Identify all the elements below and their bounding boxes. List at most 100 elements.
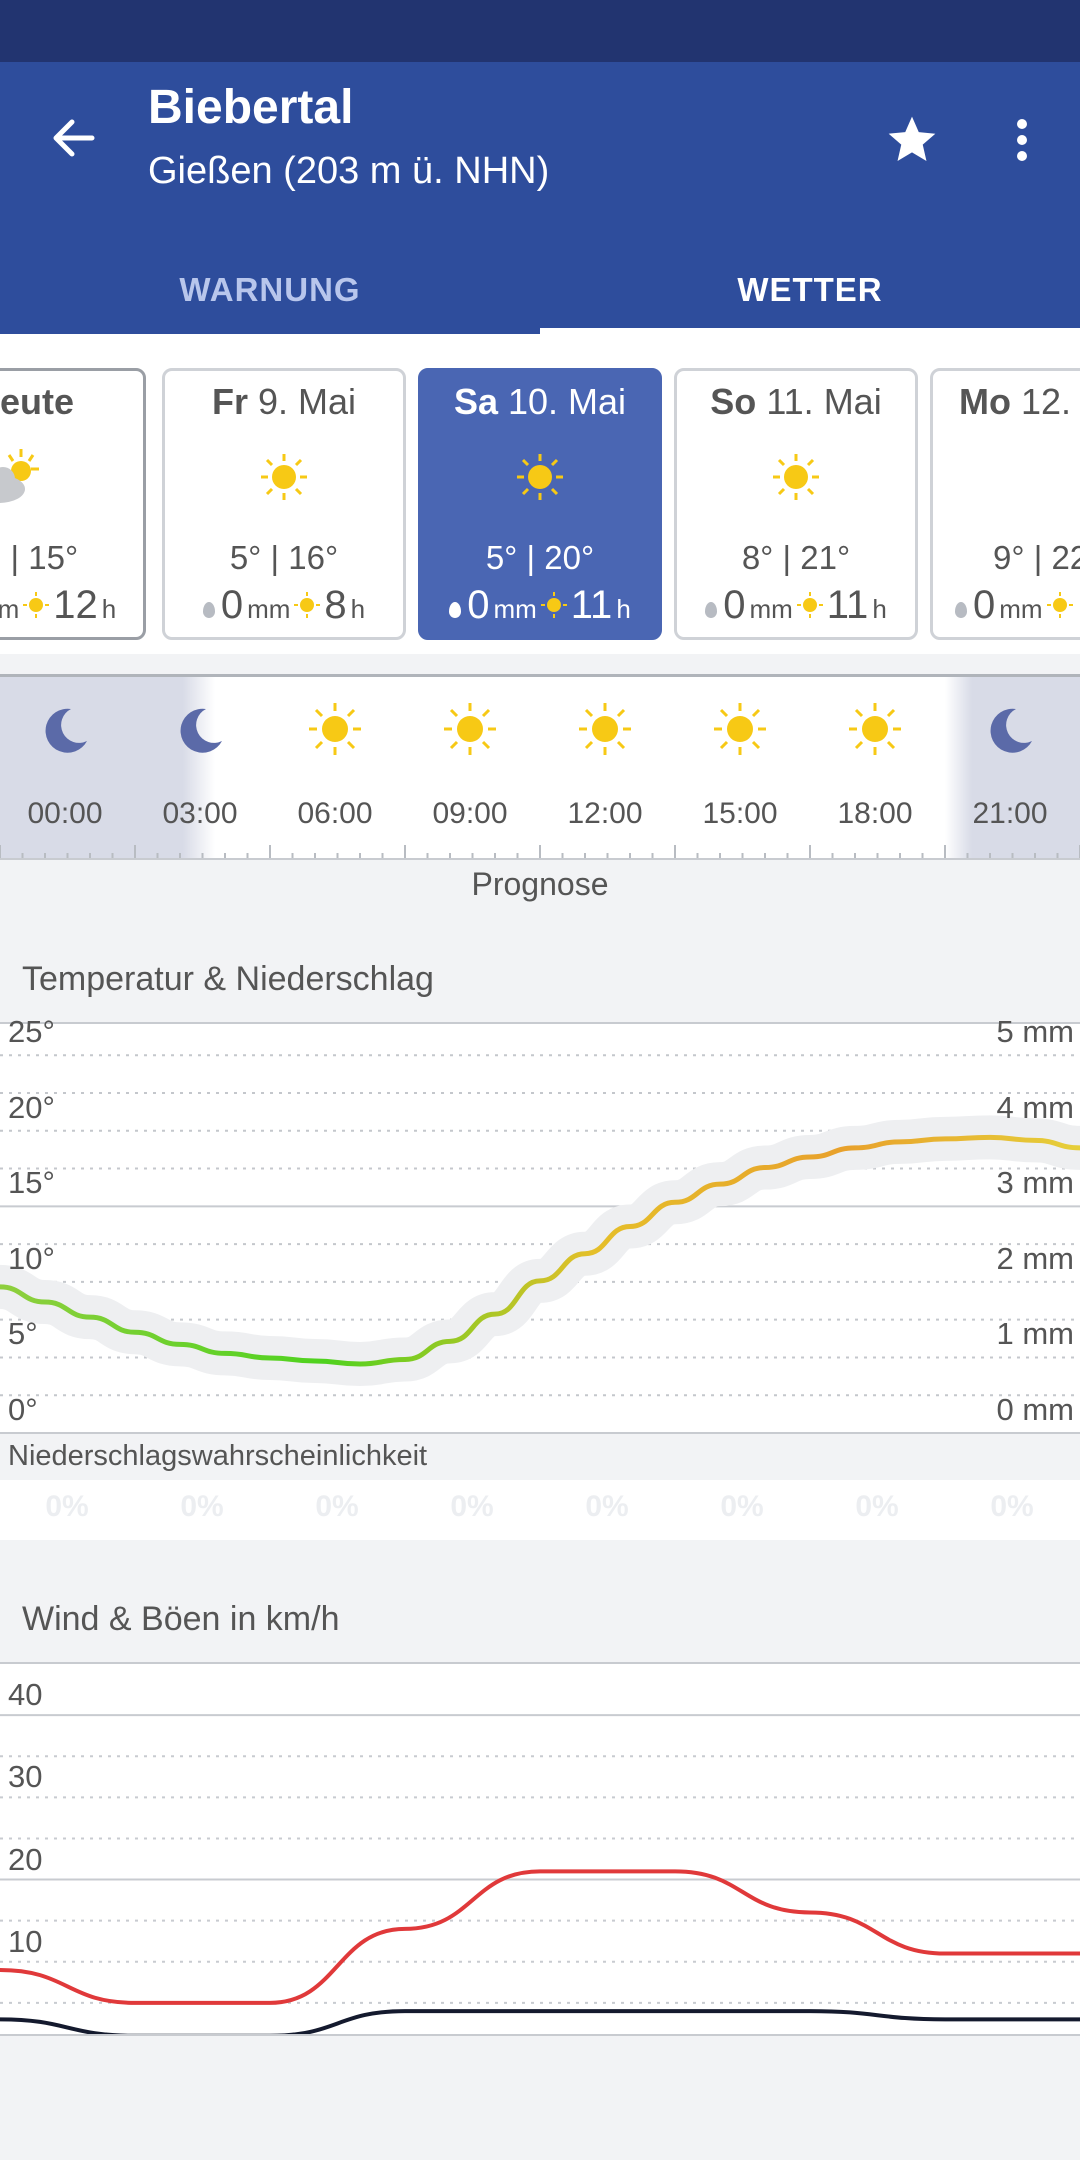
time-axis-ticks	[0, 845, 1080, 858]
drop-icon	[705, 602, 718, 618]
day-temperatures: 8° | 21°	[741, 539, 851, 576]
wind-y-axis-label: 20	[8, 1841, 43, 1877]
back-button[interactable]	[36, 100, 112, 176]
day-card-sa[interactable]: Sa 10. Mai 5° | 20° 0 mm 11 h	[418, 368, 662, 640]
hour-label: 21:00	[972, 797, 1048, 830]
moon-icon	[980, 699, 1040, 759]
y-axis-label: 15°	[8, 1165, 55, 1201]
tab-wetter[interactable]: WETTER	[737, 271, 883, 308]
tab-indicator	[540, 328, 1080, 334]
sun-icon	[710, 699, 770, 759]
sun-icon	[575, 699, 635, 759]
moon-icon	[170, 699, 230, 759]
day-name: Sa	[453, 381, 498, 422]
hour-label: 03:00	[162, 797, 238, 830]
temperature-chart: 25° 20° 15° 10° 5° 0° 5 mm 4 mm 3 mm 2 mm 1 mm 0 mm	[0, 1014, 1080, 1434]
day-sun-hours: 8	[324, 583, 347, 627]
tab-warnung[interactable]: WARNUNG	[179, 271, 361, 308]
star-icon	[888, 116, 936, 161]
y2-axis-label: 1 mm	[996, 1316, 1075, 1352]
arrow-left-icon	[53, 119, 95, 157]
day-sun-hours: 11	[570, 583, 613, 627]
drop-icon	[449, 602, 462, 618]
y2-axis-label: 0 mm	[996, 1392, 1075, 1427]
probability-value: 0%	[45, 1490, 89, 1523]
y-axis-label: 20°	[8, 1089, 55, 1125]
gusts-line	[0, 1869, 1080, 2005]
app-bar: Biebertal Gießen (203 m ü. NHN) WARNUNG …	[0, 62, 1080, 334]
y2-axis-label: 3 mm	[996, 1165, 1075, 1201]
y2-axis-label: 2 mm	[996, 1240, 1075, 1276]
wind-y-axis-label: 10	[8, 1923, 43, 1959]
day-precip: 0	[973, 583, 996, 627]
probability-row: 0% 0% 0% 0% 0% 0% 0% 0%	[0, 1480, 1080, 1540]
probability-value: 0%	[990, 1490, 1034, 1523]
y-axis-label: 5°	[8, 1316, 38, 1352]
hour-label: 09:00	[432, 797, 508, 830]
day-sun-hours: 12	[53, 583, 98, 627]
sun-icon	[517, 454, 563, 500]
day-name: Fr	[211, 381, 248, 422]
day-card-so[interactable]: So 11. Mai 8° | 21° 0 mm 11 h	[674, 368, 918, 640]
temp-chart-title: Temperatur & Niederschlag	[22, 960, 434, 998]
sun-icon	[440, 699, 500, 759]
wind-chart-svg	[0, 1714, 1080, 2034]
more-vert-icon	[1017, 119, 1027, 161]
day-temperatures: 5° | 20°	[485, 539, 595, 576]
probability-title: Niederschlagswahrscheinlichkeit	[8, 1440, 428, 1472]
hour-label: 12:00	[567, 797, 643, 830]
day-name: So	[710, 381, 757, 422]
sun-icon	[773, 454, 819, 500]
day-name: Mo	[959, 381, 1011, 422]
y2-axis-label: 4 mm	[996, 1089, 1075, 1125]
sun-icon	[540, 592, 567, 618]
wind-y-axis-label: 40	[8, 1677, 43, 1713]
day-date: 11. Mai	[766, 381, 882, 422]
day-date: 12. Mai	[1021, 381, 1080, 422]
sun-icon	[261, 454, 307, 500]
day-card-mo[interactable]: Mo 12. Mai 9° | 22° 0mm	[930, 368, 1080, 640]
y-axis-label: 0°	[8, 1392, 38, 1427]
more-options-button[interactable]	[992, 100, 1052, 180]
day-sun-hours: 11	[826, 583, 869, 627]
day-precip: 0	[467, 583, 490, 627]
page-title: Biebertal	[148, 81, 354, 134]
sun-icon	[845, 699, 905, 759]
day-precip: 0	[220, 583, 244, 627]
hourly-strip[interactable]: 00:00 03:00 06:00 09:00 12:00 15:00 18:00 21:00…	[0, 674, 1080, 860]
sun-icon	[1046, 592, 1073, 618]
sun-icon	[305, 699, 365, 759]
wind-y-axis-label: 30	[8, 1759, 43, 1795]
night-shade	[945, 677, 1080, 858]
moon-icon	[35, 699, 95, 759]
temperature-line	[0, 1134, 1080, 1367]
wind-chart: 40 30 20 10	[0, 1662, 1080, 2036]
probability-value: 0%	[315, 1490, 359, 1523]
day-date: 9. Mai	[257, 381, 357, 422]
wind-chart-title: Wind & Böen in km/h	[22, 1600, 340, 1638]
y-axis-label: 10°	[8, 1240, 55, 1276]
probability-value: 0%	[720, 1490, 764, 1523]
day-card-heute[interactable]: Heute 7° | 15° 0mm 12h	[0, 368, 146, 640]
forecast-label: Prognose	[471, 866, 609, 902]
day-date: 10. Mai	[508, 381, 627, 422]
day-temperatures: 9° | 22°	[993, 539, 1080, 576]
page-subtitle: Gießen (203 m ü. NHN)	[148, 150, 550, 192]
status-bar	[0, 0, 1080, 62]
sun-icon	[796, 592, 823, 618]
drop-icon	[202, 602, 215, 618]
wind-line	[0, 2009, 1080, 2034]
temperature-chart-svg	[0, 1054, 1080, 1397]
day-strip[interactable]: Heute 7° | 15° 0mm 12h Fr 9. Mai 5° | 16…	[0, 334, 1080, 654]
sun-cloud-icon	[0, 449, 39, 503]
hour-label: 18:00	[837, 797, 913, 830]
favorite-button[interactable]	[872, 100, 952, 180]
day-temperatures: 5° | 16°	[229, 539, 339, 576]
hour-label: 06:00	[297, 797, 373, 830]
night-shade	[0, 677, 215, 858]
day-name: Heute	[0, 381, 75, 422]
hour-label: 15:00	[702, 797, 778, 830]
day-precip: 0	[723, 583, 746, 627]
probability-value: 0%	[585, 1490, 629, 1523]
